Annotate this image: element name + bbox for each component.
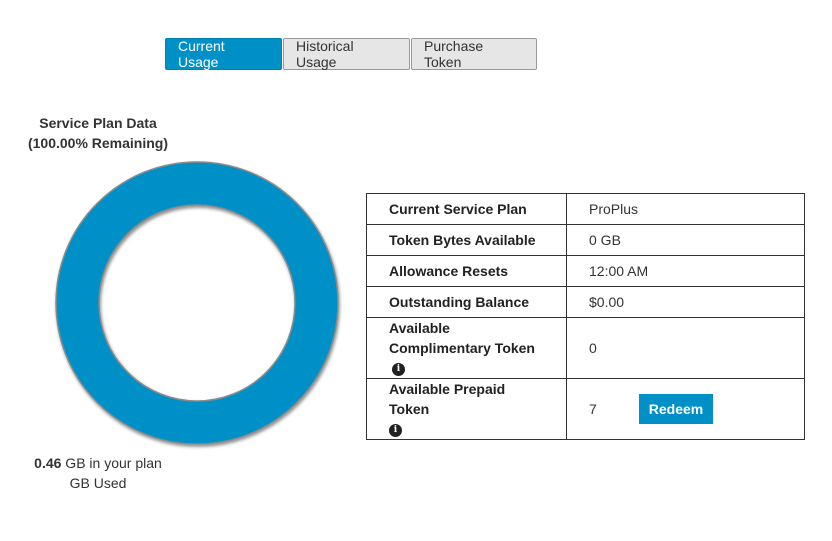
- chart-title: Service Plan Data (100.00% Remaining): [0, 113, 196, 153]
- row-label: Allowance Resets: [366, 255, 567, 287]
- row-label-prepaid: Available Prepaid Token i: [366, 378, 567, 440]
- row-value-prepaid: 7 Redeem: [566, 378, 805, 440]
- prepaid-token-count: 7: [589, 401, 597, 417]
- row-value: 0 GB: [566, 224, 805, 256]
- donut-slice-remaining: [55, 161, 339, 445]
- tab-purchase-token[interactable]: Purchase Token: [411, 38, 537, 70]
- row-label: Current Service Plan: [366, 193, 567, 225]
- info-circle-icon[interactable]: i: [392, 362, 405, 376]
- table-row: Available Prepaid Token i 7 Redeem: [366, 378, 805, 440]
- row-label: Outstanding Balance: [366, 286, 567, 318]
- data-donut-chart: [55, 161, 339, 445]
- row-value: 12:00 AM: [566, 255, 805, 287]
- row-label-text: Available Prepaid Token: [389, 381, 506, 417]
- row-label: Token Bytes Available: [366, 224, 567, 256]
- service-info-table: Current Service Plan ProPlus Token Bytes…: [366, 193, 805, 440]
- usage-value: 0.46: [34, 455, 62, 471]
- usage-tabs: Current Usage Historical Usage Purchase …: [165, 38, 537, 70]
- tab-historical-usage[interactable]: Historical Usage: [283, 38, 410, 70]
- table-row: Current Service Plan ProPlus: [366, 193, 805, 225]
- row-value: 0: [566, 317, 805, 379]
- usage-suffix: GB in your plan: [61, 455, 162, 471]
- row-value: ProPlus: [566, 193, 805, 225]
- info-circle-icon[interactable]: i: [389, 423, 402, 437]
- table-row: Allowance Resets 12:00 AM: [366, 255, 805, 287]
- redeem-button[interactable]: Redeem: [639, 394, 713, 424]
- row-label-complimentary: Available Complimentary Token i: [366, 317, 567, 379]
- usage-summary: 0.46 GB in your plan GB Used: [0, 453, 196, 493]
- table-row: Outstanding Balance $0.00: [366, 286, 805, 318]
- chart-title-line2: (100.00% Remaining): [27, 135, 169, 151]
- table-row: Available Complimentary Token i 0: [366, 317, 805, 379]
- table-row: Token Bytes Available 0 GB: [366, 224, 805, 256]
- tab-current-usage[interactable]: Current Usage: [165, 38, 282, 70]
- row-label-text: Available Complimentary Token: [389, 320, 535, 356]
- usage-line2: GB Used: [69, 475, 127, 491]
- row-value: $0.00: [566, 286, 805, 318]
- chart-title-line1: Service Plan Data: [39, 115, 157, 131]
